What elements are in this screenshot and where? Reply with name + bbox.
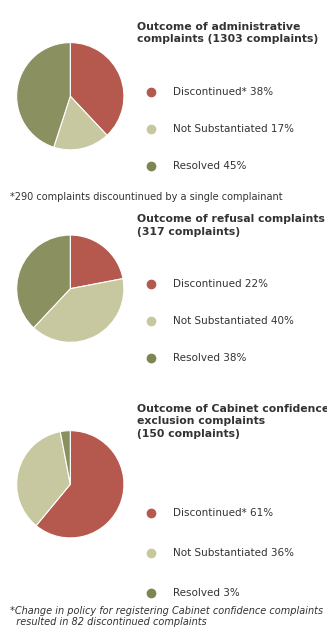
Text: Not Substantiated 36%: Not Substantiated 36%	[173, 548, 294, 558]
Wedge shape	[36, 431, 124, 538]
Wedge shape	[70, 43, 124, 135]
Text: Discontinued* 61%: Discontinued* 61%	[173, 508, 273, 517]
Text: Discontinued* 38%: Discontinued* 38%	[173, 86, 273, 97]
Text: Resolved 38%: Resolved 38%	[173, 353, 247, 363]
Wedge shape	[17, 43, 70, 147]
Text: *Change in policy for registering Cabinet confidence complaints
  resulted in 82: *Change in policy for registering Cabine…	[10, 606, 323, 627]
Wedge shape	[17, 432, 70, 526]
Wedge shape	[60, 431, 70, 485]
Text: Outcome of administrative
complaints (1303 complaints): Outcome of administrative complaints (13…	[137, 22, 318, 44]
Text: Discontinued 22%: Discontinued 22%	[173, 279, 268, 289]
Wedge shape	[34, 279, 124, 342]
Text: Not Substantiated 17%: Not Substantiated 17%	[173, 124, 294, 134]
Text: Outcome of refusal complaints
(317 complaints): Outcome of refusal complaints (317 compl…	[137, 215, 325, 237]
Wedge shape	[17, 235, 70, 327]
Text: *290 complaints discountinued by a single complainant: *290 complaints discountinued by a singl…	[10, 192, 283, 203]
Wedge shape	[70, 235, 123, 289]
Text: Resolved 3%: Resolved 3%	[173, 588, 240, 598]
Wedge shape	[54, 97, 107, 150]
Text: Not Substantiated 40%: Not Substantiated 40%	[173, 316, 294, 326]
Text: Resolved 45%: Resolved 45%	[173, 161, 247, 171]
Text: Outcome of Cabinet confidence
exclusion complaints
(150 complaints): Outcome of Cabinet confidence exclusion …	[137, 404, 327, 439]
